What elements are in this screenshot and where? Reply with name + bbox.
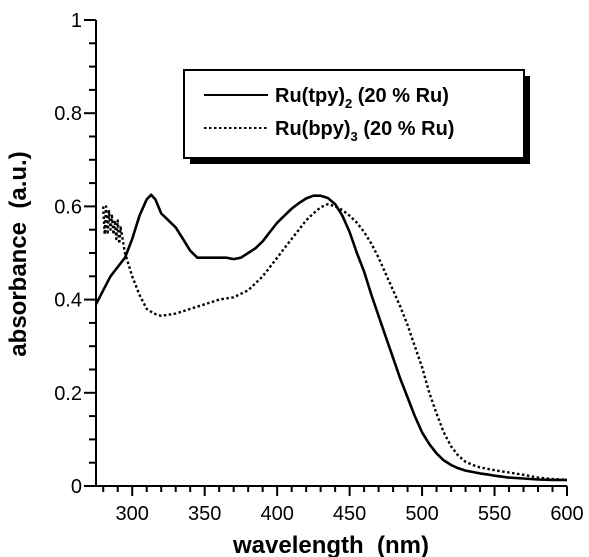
legend-label-ru-tpy2: Ru(tpy)2 (20 % Ru) xyxy=(275,85,449,111)
x-tick-label: 500 xyxy=(405,503,438,525)
series-line-ru-tpy2 xyxy=(94,193,567,482)
x-tick-label: 400 xyxy=(260,503,293,525)
y-tick-label: 1 xyxy=(71,10,82,32)
x-axis-label: wavelength (nm) xyxy=(232,532,429,557)
legend-label-ru-bpy3: Ru(bpy)3 (20 % Ru) xyxy=(275,118,454,144)
x-tick-label: 300 xyxy=(116,503,149,525)
legend-box xyxy=(183,69,525,159)
y-tick-label: 0.4 xyxy=(54,290,82,312)
y-axis-ticks: 0 0.2 0.4 0.6 0.8 1 xyxy=(54,10,96,498)
series-line-ru-bpy3 xyxy=(102,202,568,482)
y-tick-label: 0.6 xyxy=(54,196,82,218)
x-tick-label: 600 xyxy=(550,503,583,525)
x-tick-label: 350 xyxy=(188,503,221,525)
y-tick-label: 0.8 xyxy=(54,103,82,125)
x-tick-label: 550 xyxy=(478,503,511,525)
series-layer xyxy=(94,193,568,482)
x-tick-label: 450 xyxy=(333,503,366,525)
legend: Ru(tpy)2 (20 % Ru) Ru(bpy)3 (20 % Ru) xyxy=(183,69,530,164)
y-tick-label: 0.2 xyxy=(54,383,82,405)
x-axis-ticks: 300 350 400 450 500 550 600 xyxy=(102,486,584,525)
y-axis-label: absorbance (a.u.) xyxy=(5,151,32,356)
y-tick-label: 0 xyxy=(71,476,82,498)
